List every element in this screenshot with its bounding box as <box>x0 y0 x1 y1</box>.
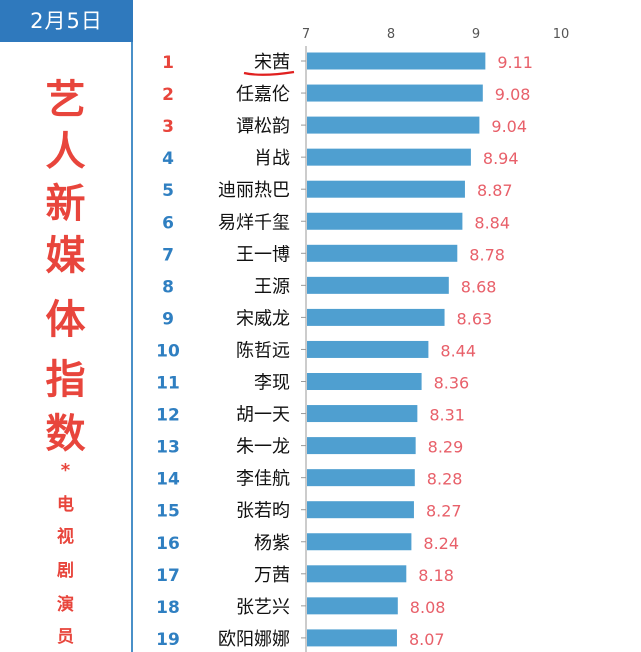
rank-number: 14 <box>156 470 180 490</box>
rank-number: 9 <box>162 309 174 329</box>
bar <box>307 116 480 134</box>
rank-number: 19 <box>156 630 180 650</box>
value-label: 8.24 <box>423 534 459 553</box>
bar <box>307 373 422 390</box>
category-label: 易烊千玺 <box>218 212 290 233</box>
value-label: 8.84 <box>474 213 510 232</box>
category-label: 迪丽热巴 <box>218 180 290 201</box>
bar <box>307 84 483 102</box>
subtitle-char: 剧 <box>57 561 74 581</box>
rank-number: 4 <box>162 149 174 169</box>
category-label: 宋威龙 <box>236 308 290 329</box>
bar <box>307 244 458 262</box>
value-label: 9.11 <box>497 53 533 72</box>
value-label: 8.94 <box>483 149 519 168</box>
category-label: 胡一天 <box>236 405 290 426</box>
value-label: 8.36 <box>434 374 470 393</box>
value-label: 8.27 <box>426 502 462 521</box>
title-char: 数 <box>45 411 86 457</box>
bar <box>307 501 414 519</box>
category-label: 李佳航 <box>236 469 290 490</box>
category-label: 朱一龙 <box>236 437 290 458</box>
rank-number: 2 <box>162 85 174 105</box>
value-label: 8.08 <box>410 598 446 617</box>
category-label: 张艺兴 <box>236 597 290 618</box>
date-badge: 2月5日 <box>0 0 133 42</box>
subtitle-char: 员 <box>57 627 74 647</box>
rank-number: 3 <box>162 117 174 137</box>
rank-number: 10 <box>156 341 180 361</box>
value-label: 8.18 <box>418 566 454 585</box>
category-label: 张若昀 <box>236 501 290 522</box>
title-char: 媒 <box>45 233 86 279</box>
subtitle-char: 演 <box>57 595 74 615</box>
value-label: 8.63 <box>457 309 493 328</box>
value-label: 9.04 <box>491 117 527 136</box>
title-char: 体 <box>45 297 86 343</box>
value-label: 8.29 <box>428 438 464 457</box>
highlight-underline <box>243 70 295 76</box>
bar <box>307 597 398 615</box>
bar <box>307 148 471 166</box>
title-star: * <box>60 460 71 481</box>
category-label: 欧阳娜娜 <box>218 629 290 650</box>
rank-number: 1 <box>162 53 174 73</box>
x-tick-label: 7 <box>302 27 310 42</box>
category-label: 宋茜 <box>254 52 290 73</box>
value-label: 8.28 <box>427 470 463 489</box>
sidebar-panel: 2月5日 艺 人 新 媒 体 指 数 * 电 视 剧 演 员 <box>0 0 133 652</box>
rank-number: 15 <box>156 502 180 522</box>
rank-number: 8 <box>162 277 174 297</box>
bar <box>307 212 463 230</box>
title-char: 艺 <box>45 77 86 123</box>
x-tick-label: 8 <box>387 27 395 42</box>
x-tick-label: 9 <box>472 27 480 42</box>
category-label: 肖战 <box>254 148 290 169</box>
value-label: 8.44 <box>440 341 476 360</box>
rank-number: 16 <box>156 534 180 554</box>
value-label: 8.68 <box>461 277 497 296</box>
title-char: 指 <box>45 357 86 403</box>
bar <box>307 437 416 455</box>
rank-number: 17 <box>156 566 180 586</box>
category-label: 杨紫 <box>254 533 290 554</box>
subtitle-char: 电 <box>57 495 74 515</box>
value-label: 8.31 <box>429 406 465 425</box>
category-label: 谭松韵 <box>236 116 290 137</box>
value-label: 8.07 <box>409 630 445 649</box>
category-label: 任嘉伦 <box>236 84 290 105</box>
bar <box>307 405 418 423</box>
rank-number: 18 <box>156 598 180 618</box>
title-char: 新 <box>45 181 86 227</box>
rank-number: 5 <box>162 181 174 201</box>
title-char: 人 <box>45 129 86 175</box>
rank-number: 11 <box>156 374 180 394</box>
bar <box>307 533 412 551</box>
bar <box>307 340 429 358</box>
subtitle-char: 视 <box>57 527 74 547</box>
category-label: 王源 <box>254 276 290 297</box>
rank-number: 6 <box>162 213 174 233</box>
category-label: 陈哲远 <box>236 340 290 361</box>
bar <box>307 629 397 647</box>
bar <box>307 52 486 70</box>
rank-number: 7 <box>162 245 174 265</box>
bar <box>307 180 465 198</box>
category-label: 王一博 <box>236 244 290 265</box>
bar <box>307 469 415 487</box>
category-label: 万茜 <box>254 565 290 586</box>
bar <box>307 276 449 294</box>
rank-number: 12 <box>156 406 180 426</box>
value-label: 8.87 <box>477 181 513 200</box>
value-label: 9.08 <box>495 85 531 104</box>
category-label: 李现 <box>254 373 290 394</box>
x-tick-label: 10 <box>553 27 570 42</box>
rank-number: 13 <box>156 438 180 458</box>
bar <box>307 565 407 583</box>
bar <box>307 308 445 326</box>
value-label: 8.78 <box>469 245 505 264</box>
